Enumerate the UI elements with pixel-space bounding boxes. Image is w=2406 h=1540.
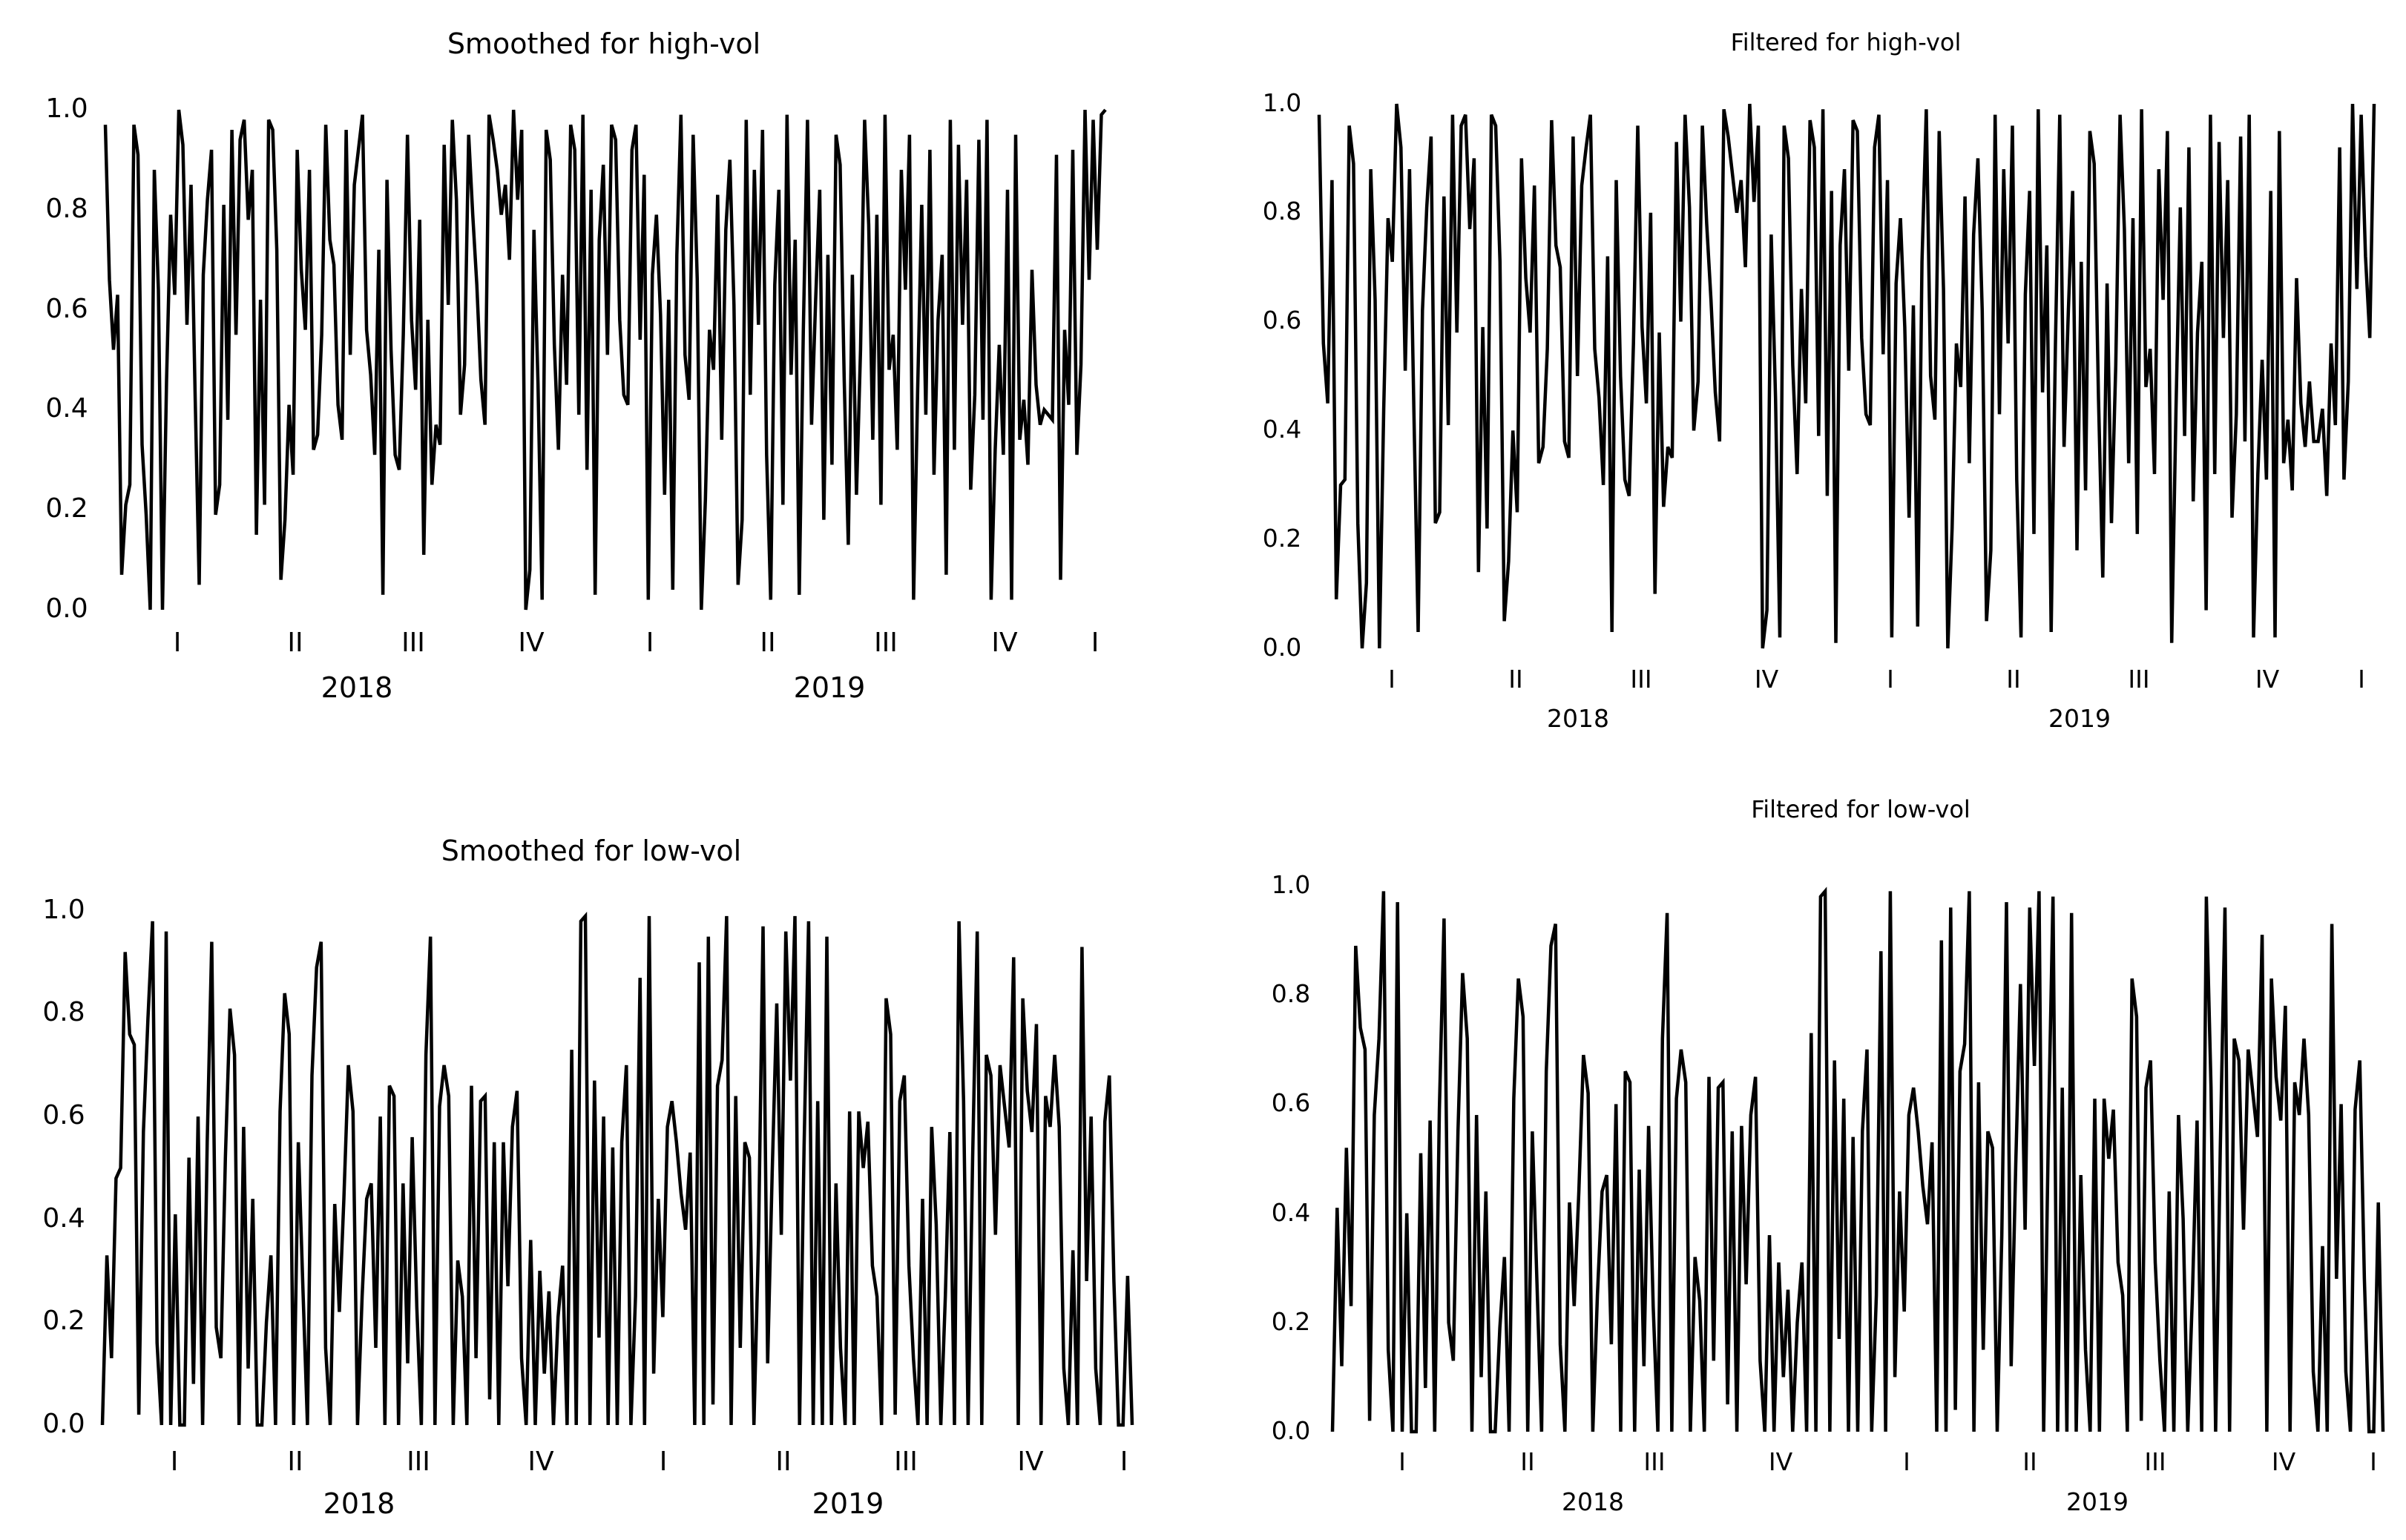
year-label: 2018: [323, 1487, 395, 1520]
y-tick-labels: 0.0 0.2 0.4 0.6 0.8 1.0: [42, 895, 85, 1439]
quarter-label: III: [874, 628, 898, 658]
y-tick-label: 0.8: [42, 997, 85, 1027]
quarter-label: I: [1887, 665, 1894, 694]
year-label: 2018: [321, 671, 393, 704]
chart-smoothed-low-vol: Smoothed for low-vol 0.0 0.2 0.4 0.6 0.8…: [42, 835, 1134, 1520]
chart-title: Filtered for high-vol: [1731, 28, 1962, 56]
quarter-labels: I II III IV I II III IV I: [171, 1447, 1128, 1477]
quarter-label: IV: [2272, 1447, 2296, 1476]
quarter-label: III: [401, 628, 425, 658]
quarter-label: III: [894, 1447, 918, 1477]
year-label: 2018: [1547, 704, 1609, 733]
y-tick-labels: 0.0 0.2 0.4 0.6 0.8 1.0: [1272, 870, 1310, 1445]
quarter-label: I: [1903, 1447, 1910, 1476]
quarter-labels: I II III IV I II III IV I: [1388, 665, 2365, 694]
y-tick-label: 0.0: [42, 1409, 85, 1439]
quarter-label: II: [2006, 665, 2020, 694]
quarter-label: I: [2358, 665, 2365, 694]
year-label: 2019: [2048, 704, 2111, 733]
year-labels: 2018 2019: [321, 671, 866, 704]
quarter-label: I: [1388, 665, 1396, 694]
quarter-labels: I II III IV I II III IV I: [1398, 1447, 2377, 1476]
year-label: 2019: [2066, 1487, 2129, 1516]
quarter-label: I: [660, 1447, 668, 1477]
y-tick-label: 0.6: [42, 1100, 85, 1131]
quarter-label: II: [775, 1447, 791, 1477]
quarter-label: I: [1398, 1447, 1406, 1476]
y-tick-label: 0.4: [42, 1203, 85, 1234]
y-tick-label: 0.0: [1263, 633, 1301, 662]
y-tick-label: 0.4: [45, 393, 88, 424]
y-tick-label: 0.6: [45, 294, 88, 324]
y-tick-label: 0.8: [1263, 197, 1301, 226]
y-tick-label: 0.6: [1272, 1088, 1310, 1117]
y-tick-label: 0.8: [1272, 979, 1310, 1008]
series-line: [103, 108, 1107, 611]
quarter-label: IV: [518, 628, 545, 658]
quarter-label: IV: [1769, 1447, 1793, 1476]
quarter-label: I: [646, 628, 654, 658]
quarter-label: II: [1508, 665, 1522, 694]
chart-filtered-high-vol: Filtered for high-vol 0.0 0.2 0.4 0.6 0.…: [1263, 28, 2376, 733]
quarter-label: I: [171, 1447, 179, 1477]
chart-title: Smoothed for high-vol: [447, 27, 760, 60]
y-tick-labels: 0.0 0.2 0.4 0.6 0.8 1.0: [45, 93, 88, 624]
quarter-label: I: [1091, 628, 1100, 658]
quarter-label: I: [2370, 1447, 2377, 1476]
y-tick-label: 0.2: [1272, 1307, 1310, 1336]
quarter-label: II: [287, 1447, 303, 1477]
quarter-label: II: [760, 628, 775, 658]
year-label: 2018: [1562, 1487, 1624, 1516]
quarter-label: I: [1120, 1447, 1128, 1477]
quarter-label: IV: [1755, 665, 1779, 694]
quarter-label: II: [1520, 1447, 1534, 1476]
y-tick-label: 0.0: [45, 593, 88, 624]
quarter-label: III: [2144, 1447, 2166, 1476]
y-tick-labels: 0.0 0.2 0.4 0.6 0.8 1.0: [1263, 88, 1301, 662]
y-tick-label: 0.2: [42, 1306, 85, 1336]
chart-smoothed-high-vol: Smoothed for high-vol 0.0 0.2 0.4 0.6 0.…: [45, 27, 1107, 704]
chart-title: Filtered for low-vol: [1751, 795, 1971, 823]
chart-title: Smoothed for low-vol: [441, 835, 741, 867]
quarter-label: II: [287, 628, 303, 658]
quarter-label: IV: [2255, 665, 2280, 694]
y-tick-label: 0.2: [45, 493, 88, 524]
quarter-label: III: [1630, 665, 1651, 694]
y-tick-label: 1.0: [1263, 88, 1301, 117]
quarter-label: III: [2128, 665, 2149, 694]
series-line: [100, 911, 1134, 1427]
y-tick-label: 1.0: [45, 93, 88, 124]
quarter-label: III: [407, 1447, 430, 1477]
series-line: [1330, 886, 2385, 1434]
y-tick-label: 0.2: [1263, 524, 1301, 553]
quarter-label: IV: [1017, 1447, 1044, 1477]
quarter-label: III: [1643, 1447, 1665, 1476]
y-tick-label: 1.0: [42, 895, 85, 925]
year-labels: 2018 2019: [323, 1487, 884, 1520]
y-tick-label: 0.8: [45, 194, 88, 224]
chart-filtered-low-vol: Filtered for low-vol 0.0 0.2 0.4 0.6 0.8…: [1272, 795, 2385, 1516]
series-line: [1317, 103, 2376, 649]
quarter-label: II: [2022, 1447, 2037, 1476]
y-tick-label: 0.6: [1263, 306, 1301, 335]
quarter-label: I: [174, 628, 182, 658]
quarter-labels: I II III IV I II III IV I: [174, 628, 1100, 658]
y-tick-label: 0.4: [1272, 1198, 1310, 1227]
year-labels: 2018 2019: [1547, 704, 2111, 733]
y-tick-label: 0.0: [1272, 1416, 1310, 1445]
year-labels: 2018 2019: [1562, 1487, 2129, 1516]
quarter-label: IV: [991, 628, 1018, 658]
quarter-label: IV: [527, 1447, 554, 1477]
year-label: 2019: [794, 671, 866, 704]
y-tick-label: 0.4: [1263, 415, 1301, 444]
y-tick-label: 1.0: [1272, 870, 1310, 899]
year-label: 2019: [812, 1487, 884, 1520]
